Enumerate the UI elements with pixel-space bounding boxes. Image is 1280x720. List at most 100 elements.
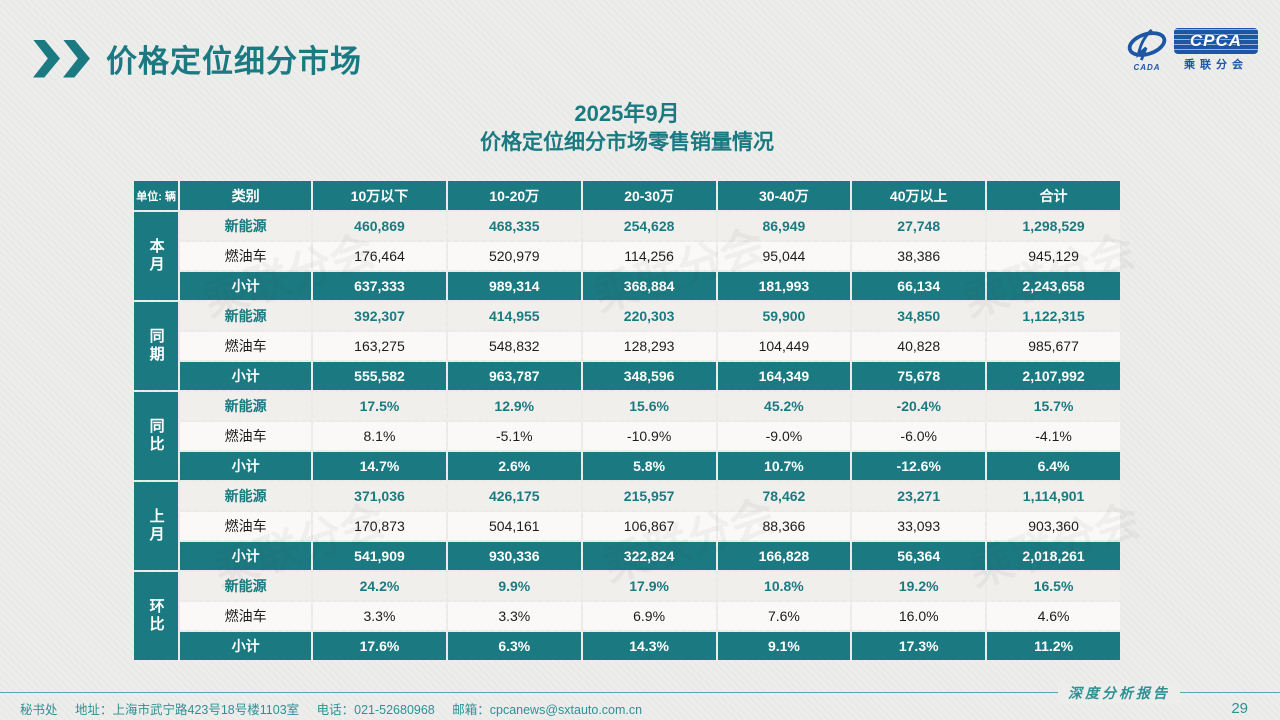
value-cell: 27,748 — [852, 212, 986, 240]
value-cell: -12.6% — [852, 452, 986, 480]
footer-divider — [0, 692, 1280, 693]
value-cell: 16.5% — [987, 572, 1120, 600]
value-cell: 3.3% — [313, 602, 446, 630]
value-cell: 10.8% — [717, 572, 851, 600]
category-cell: 小计 — [180, 542, 312, 570]
value-cell: 548,832 — [447, 332, 581, 360]
value-cell: 17.3% — [852, 632, 986, 660]
table-row: 燃油车 3.3% 3.3% 6.9% 7.6% 16.0% 4.6% — [134, 602, 1120, 630]
value-cell: -4.1% — [987, 422, 1120, 450]
category-cell: 新能源 — [180, 212, 312, 240]
value-cell: 2,107,992 — [987, 362, 1120, 390]
value-cell: 15.7% — [987, 392, 1120, 420]
value-cell: 2,243,658 — [987, 272, 1120, 300]
table-row: 燃油车 163,275 548,832 128,293 104,449 40,8… — [134, 332, 1120, 360]
price-segment-table: 单位: 辆 类别 10万以下 10-20万 20-30万 30-40万 40万以… — [132, 179, 1122, 662]
value-cell: 38,386 — [852, 242, 986, 270]
value-cell: 414,955 — [447, 302, 581, 330]
value-cell: 17.6% — [313, 632, 446, 660]
value-cell: 75,678 — [852, 362, 986, 390]
category-cell: 燃油车 — [180, 512, 312, 540]
value-cell: 45.2% — [717, 392, 851, 420]
value-cell: 16.0% — [852, 602, 986, 630]
table-row: 上月 新能源 371,036 426,175 215,957 78,462 23… — [134, 482, 1120, 570]
category-cell: 新能源 — [180, 392, 312, 420]
value-cell: 11.2% — [987, 632, 1120, 660]
value-cell: -20.4% — [852, 392, 986, 420]
footer-phone: 电话：021-52680968 — [316, 703, 435, 717]
value-cell: 3.3% — [447, 602, 581, 630]
value-cell: 963,787 — [447, 362, 581, 390]
value-cell: 170,873 — [313, 512, 446, 540]
col-header: 10-20万 — [447, 181, 581, 210]
value-cell: 555,582 — [313, 362, 446, 390]
value-cell: 7.6% — [717, 602, 851, 630]
table-title-desc: 价格定位细分市场零售销量情况 — [480, 131, 774, 154]
value-cell: 128,293 — [582, 332, 716, 360]
value-cell: 33,093 — [852, 512, 986, 540]
value-cell: 59,900 — [717, 302, 851, 330]
value-cell: 348,596 — [582, 362, 716, 390]
col-header: 40万以上 — [852, 181, 986, 210]
value-cell: 19.2% — [852, 572, 986, 600]
category-cell: 新能源 — [180, 572, 312, 600]
value-cell: 504,161 — [447, 512, 581, 540]
value-cell: 637,333 — [313, 272, 446, 300]
value-cell: 78,462 — [717, 482, 851, 510]
value-cell: 9.9% — [447, 572, 581, 600]
value-cell: 426,175 — [447, 482, 581, 510]
col-header: 10万以下 — [313, 181, 446, 210]
value-cell: 114,256 — [582, 242, 716, 270]
col-header: 30-40万 — [717, 181, 851, 210]
value-cell: 12.9% — [447, 392, 581, 420]
value-cell: 1,122,315 — [987, 302, 1120, 330]
value-cell: 215,957 — [582, 482, 716, 510]
table-row: 小计 555,582 963,787 348,596 164,349 75,67… — [134, 362, 1120, 390]
category-cell: 新能源 — [180, 482, 312, 510]
value-cell: 541,909 — [313, 542, 446, 570]
value-cell: 368,884 — [582, 272, 716, 300]
group-label: 同比 — [134, 392, 179, 480]
value-cell: 14.7% — [313, 452, 446, 480]
value-cell: 106,867 — [582, 512, 716, 540]
footer-address: 地址：上海市武宁路423号18号楼1103室 — [75, 703, 300, 717]
table-row: 本月 新能源 460,869 468,335 254,628 86,949 27… — [134, 212, 1120, 300]
cpca-box: CPCA — [1174, 28, 1258, 54]
chevron-icon — [33, 39, 60, 78]
page-title: 价格定位细分市场 — [106, 44, 362, 79]
value-cell: 520,979 — [447, 242, 581, 270]
value-cell: -10.9% — [582, 422, 716, 450]
value-cell: 181,993 — [717, 272, 851, 300]
report-tag: 深度分析报告 — [1058, 683, 1180, 703]
category-cell: 小计 — [180, 632, 312, 660]
value-cell: 985,677 — [987, 332, 1120, 360]
value-cell: 34,850 — [852, 302, 986, 330]
unit-label: 单位: 辆 — [134, 181, 179, 210]
value-cell: 2.6% — [447, 452, 581, 480]
value-cell: 88,366 — [717, 512, 851, 540]
value-cell: 15.6% — [582, 392, 716, 420]
value-cell: 23,271 — [852, 482, 986, 510]
col-header: 合计 — [987, 181, 1120, 210]
cpca-logo: CADA CPCA 乘联分会 — [1126, 28, 1258, 72]
value-cell: 392,307 — [313, 302, 446, 330]
value-cell: 1,114,901 — [987, 482, 1120, 510]
value-cell: 468,335 — [447, 212, 581, 240]
col-header: 类别 — [180, 181, 312, 210]
value-cell: 40,828 — [852, 332, 986, 360]
value-cell: -5.1% — [447, 422, 581, 450]
value-cell: 17.5% — [313, 392, 446, 420]
page-number: 29 — [1231, 700, 1248, 717]
value-cell: -6.0% — [852, 422, 986, 450]
value-cell: 6.4% — [987, 452, 1120, 480]
header-row: 单位: 辆 类别 10万以下 10-20万 20-30万 30-40万 40万以… — [134, 181, 1120, 210]
value-cell: 5.8% — [582, 452, 716, 480]
value-cell: 86,949 — [717, 212, 851, 240]
cada-swoosh-icon — [1126, 28, 1168, 67]
value-cell: 4.6% — [987, 602, 1120, 630]
footer-email: 邮箱：cpcanews@sxtauto.com.cn — [452, 703, 643, 717]
table-row: 燃油车 176,464 520,979 114,256 95,044 38,38… — [134, 242, 1120, 270]
cada-label: CADA — [1133, 63, 1161, 72]
value-cell: 66,134 — [852, 272, 986, 300]
